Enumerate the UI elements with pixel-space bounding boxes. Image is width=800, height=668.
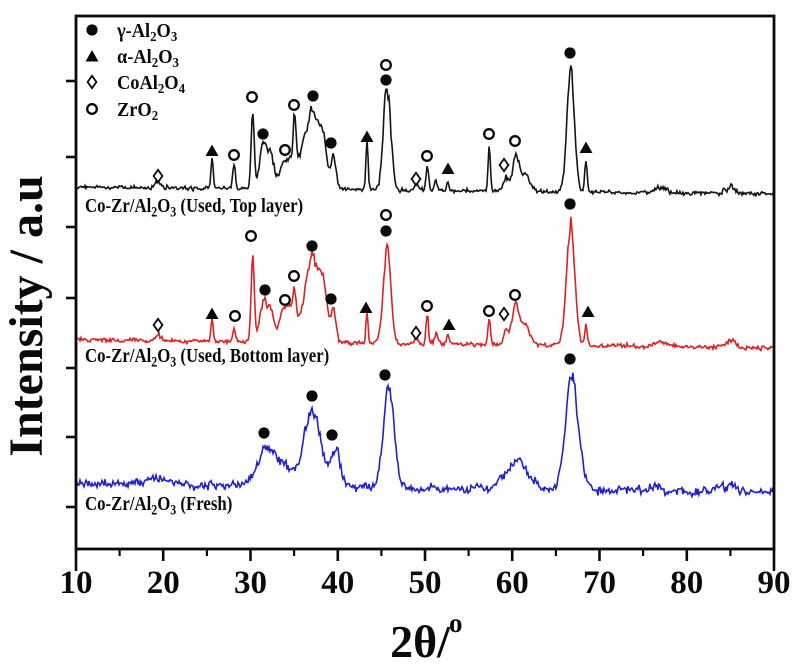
svg-text:50: 50 xyxy=(409,565,442,601)
svg-text:20: 20 xyxy=(147,565,180,601)
svg-text:30: 30 xyxy=(234,565,267,601)
svg-text:10: 10 xyxy=(60,565,93,601)
svg-text:o: o xyxy=(449,608,463,638)
svg-text:Co-Zr/Al2O3 (Used, Top layer): Co-Zr/Al2O3 (Used, Top layer) xyxy=(85,195,303,220)
svg-text:CoAl2O4: CoAl2O4 xyxy=(117,72,185,96)
svg-text:80: 80 xyxy=(670,565,703,601)
svg-text:Co-Zr/Al2O3 (Fresh): Co-Zr/Al2O3 (Fresh) xyxy=(85,493,232,518)
svg-text:60: 60 xyxy=(496,565,529,601)
svg-text:Co-Zr/Al2O3 (Used, Bottom laye: Co-Zr/Al2O3 (Used, Bottom layer) xyxy=(85,345,329,370)
svg-text:ZrO2: ZrO2 xyxy=(117,99,158,123)
svg-text:Intensity / a.u: Intensity / a.u xyxy=(0,175,53,456)
svg-text:70: 70 xyxy=(583,565,616,601)
svg-text:γ-Al2O3: γ-Al2O3 xyxy=(116,20,178,44)
svg-text:40: 40 xyxy=(321,565,354,601)
svg-text:α-Al2O3: α-Al2O3 xyxy=(117,46,179,70)
svg-text:90: 90 xyxy=(758,565,791,601)
svg-text:2θ/: 2θ/ xyxy=(390,616,451,667)
